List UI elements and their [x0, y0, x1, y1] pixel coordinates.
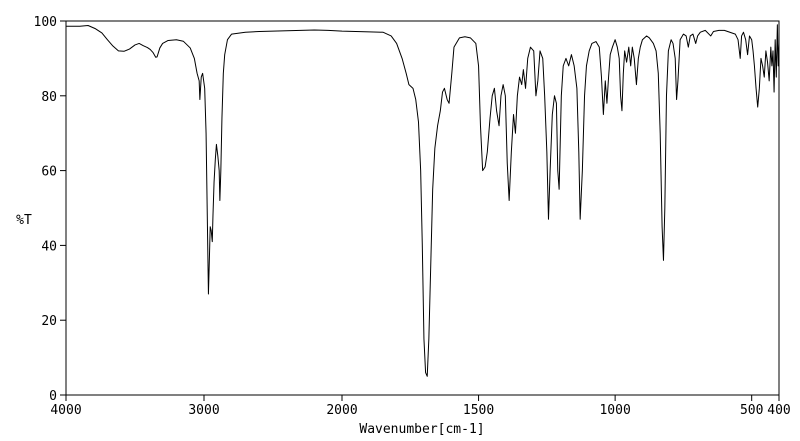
y-tick-label: 60 [41, 165, 57, 180]
x-tick-label: 2000 [326, 403, 357, 418]
spectrum-line [66, 24, 780, 377]
x-tick-label: 3000 [188, 403, 219, 418]
spectrum-series [66, 24, 780, 377]
y-tick-label: 0 [49, 389, 57, 404]
x-axis-label: Wavenumber[cm-1] [359, 422, 484, 437]
y-axis-label: %T [16, 213, 32, 228]
x-tick-label: 400 [767, 403, 790, 418]
y-tick-label: 40 [41, 239, 57, 254]
x-tick-label: 4000 [50, 403, 81, 418]
x-axis-ticks: 4000 3000 2000 1500 1000 500 400 [50, 395, 791, 418]
y-tick-label: 20 [41, 314, 57, 329]
x-tick-label: 1500 [463, 403, 494, 418]
x-tick-label: 1000 [599, 403, 630, 418]
y-tick-label: 80 [41, 90, 57, 105]
x-tick-label: 500 [740, 403, 763, 418]
y-tick-label: 100 [34, 15, 57, 30]
y-axis-ticks: 0 20 40 60 80 100 [34, 15, 66, 404]
plot-frame [65, 20, 780, 396]
